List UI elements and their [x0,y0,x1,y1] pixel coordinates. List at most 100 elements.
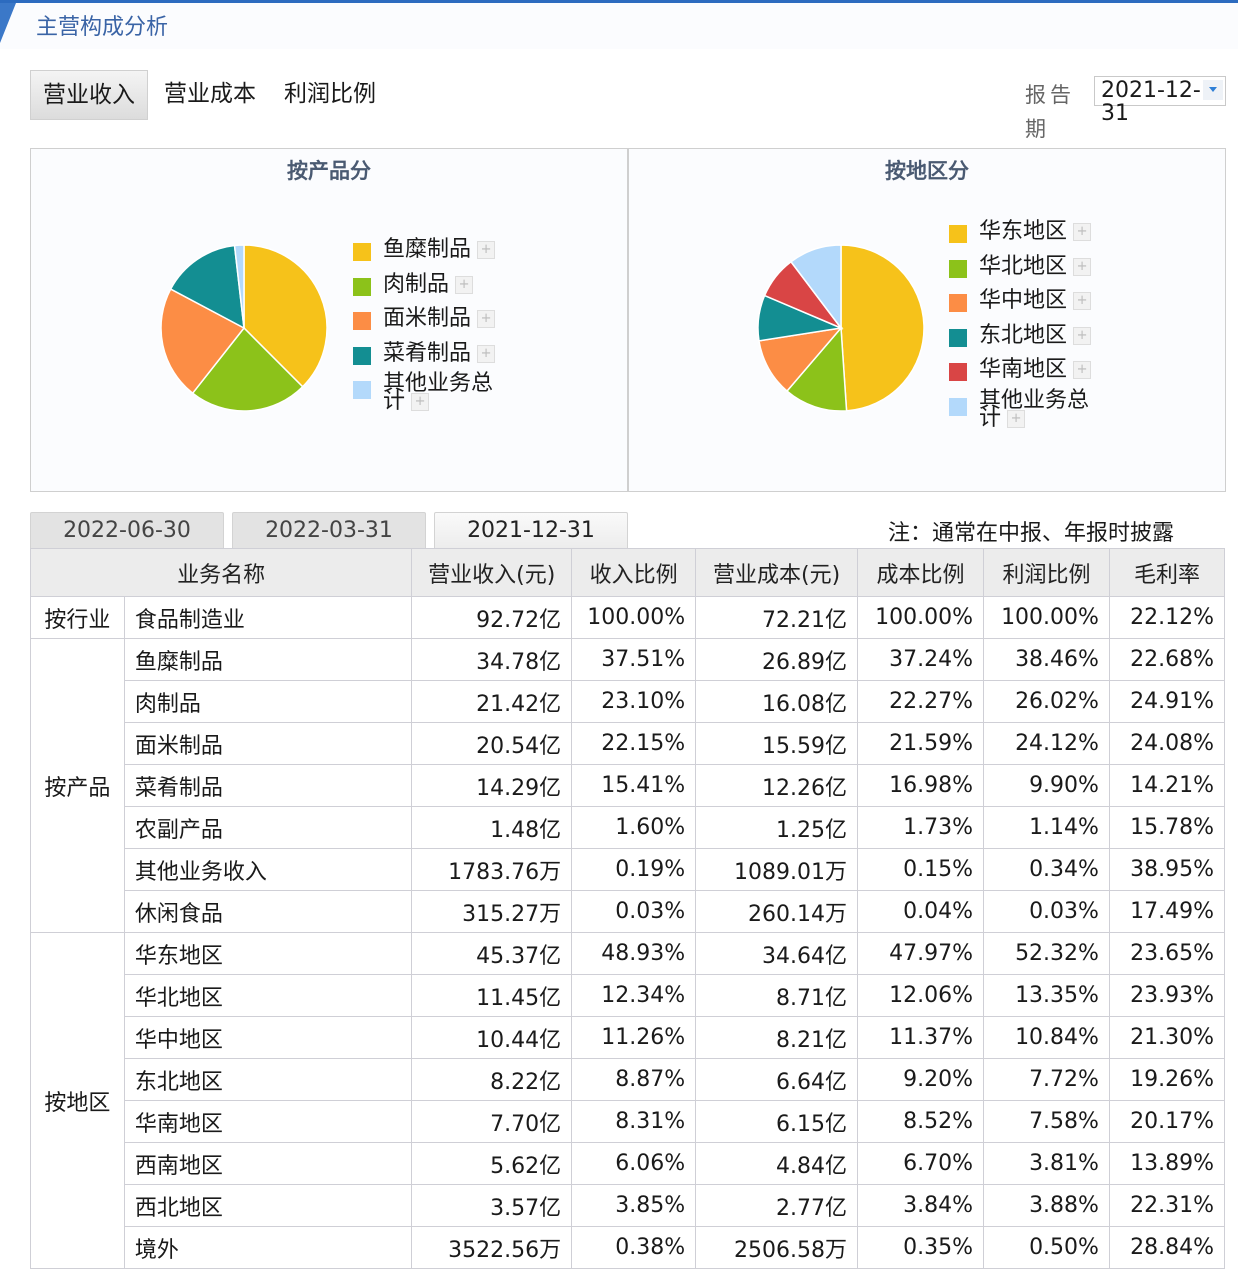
expand-plus-icon[interactable]: + [1073,292,1092,310]
legend-item[interactable]: 其他业务总计 + [353,373,513,413]
value-cell: 6.64亿 [695,1058,859,1101]
legend-item[interactable]: 东北地区 + [949,323,1109,358]
value-cell: 92.72亿 [411,596,573,639]
value-cell: 1.14% [982,806,1110,849]
value-cell: 23.93% [1108,974,1226,1017]
legend-label: 东北地区 + [979,323,1092,349]
legend-item[interactable]: 华北地区 + [949,254,1109,289]
value-cell: 38.95% [1108,848,1226,891]
pie-slice[interactable] [785,326,848,412]
tab-2021-12-31[interactable]: 2021-12-31 [434,512,628,549]
legend-item[interactable]: 鱼糜制品 + [353,237,513,272]
tab-profit-ratio[interactable]: 利润比例 [284,81,376,107]
pie-slice[interactable] [789,244,842,331]
disclosure-note: 注：通常在中报、年报时披露 [888,521,1175,546]
value-cell: 315.27万 [411,890,573,933]
tab-cost[interactable]: 营业成本 [164,81,256,107]
value-cell: 10.84% [982,1016,1110,1059]
value-cell: 48.93% [571,932,697,975]
legend-item[interactable]: 其他业务总计 + [949,389,1109,429]
legend-item[interactable]: 华中地区 + [949,288,1109,323]
region-chart-panel: 按地区分 华东地区 + 华北地区 + 华中地区 + 东北地区 + 华南地区 + 其他业务总计 + [627,149,1225,491]
legend-item[interactable]: 华南地区 + [949,357,1109,392]
col-gross-margin: 毛利率 [1108,548,1226,597]
value-cell: 14.29亿 [411,764,573,807]
legend-item[interactable]: 面米制品 + [353,306,513,341]
tab-revenue[interactable]: 营业收入 [30,70,148,120]
pie-slice[interactable] [243,244,328,388]
legend-label: 面米制品 + [383,306,496,332]
section-title: 主营构成分析 [36,15,169,40]
value-cell: 0.34% [982,848,1110,891]
expand-plus-icon[interactable]: + [1073,257,1092,276]
chevron-down-icon[interactable] [1203,80,1223,100]
value-cell: 3.81% [982,1142,1110,1185]
value-cell: 38.46% [982,638,1110,681]
pie-slice[interactable] [160,288,246,395]
value-cell: 8.21亿 [695,1016,859,1059]
tab-2022-03-31[interactable]: 2022-03-31 [232,512,426,549]
expand-plus-icon[interactable]: + [477,241,496,259]
business-name-cell: 华中地区 [123,1016,413,1059]
table-row: 华南地区 7.70亿 8.31% 6.15亿 8.52% 7.58% 20.17% [31,1100,1226,1143]
legend-label: 华东地区 + [979,219,1092,245]
value-cell: 2506.58万 [695,1226,859,1269]
expand-plus-icon[interactable]: + [1073,223,1092,241]
expand-plus-icon[interactable]: + [477,310,496,328]
value-cell: 20.54亿 [411,722,573,765]
value-cell: 6.70% [857,1142,984,1185]
expand-plus-icon[interactable]: + [1073,326,1092,345]
legend-label: 华南地区 + [979,357,1092,383]
pie-slice[interactable] [840,244,925,412]
legend-swatch [949,259,967,278]
charts-container: 按产品分 鱼糜制品 + 肉制品 + 面米制品 + 菜肴制品 + 其他业务总计 + 按地区分 华东地… [30,148,1226,492]
value-cell: 8.71亿 [695,974,859,1017]
expand-plus-icon[interactable]: + [455,275,474,294]
value-cell: 12.06% [857,974,984,1017]
legend-item[interactable]: 华东地区 + [949,219,1109,254]
business-name-cell: 西南地区 [123,1142,413,1185]
value-cell: 13.35% [982,974,1110,1017]
expand-plus-icon[interactable]: + [1073,361,1092,379]
value-cell: 24.91% [1108,680,1226,723]
legend-label: 肉制品 + [383,272,474,298]
value-cell: 21.30% [1108,1016,1226,1059]
expand-plus-icon[interactable]: + [477,344,496,363]
value-cell: 23.65% [1108,932,1226,975]
table-row: 按地区 华东地区 45.37亿 48.93% 34.64亿 47.97% 52.32% 23.… [30,932,1226,1269]
value-cell: 0.03% [571,890,697,933]
expand-plus-icon[interactable]: + [1007,409,1026,428]
table-row: 西南地区 5.62亿 6.06% 4.84亿 6.70% 3.81% 13.89% [31,1142,1226,1185]
value-cell: 37.24% [857,638,984,681]
value-cell: 8.22亿 [411,1058,573,1101]
region-pie-chart[interactable] [756,243,926,413]
value-cell: 2.77亿 [695,1184,859,1227]
value-cell: 100.00% [982,596,1110,639]
value-cell: 1.60% [571,806,697,849]
legend-label: 鱼糜制品 + [383,237,496,263]
business-name-cell: 肉制品 [123,680,413,723]
value-cell: 0.04% [857,890,984,933]
value-cell: 72.21亿 [695,596,859,639]
legend-item[interactable]: 肉制品 + [353,272,513,307]
report-period-select[interactable]: 2021-12- 31 [1094,76,1226,125]
pie-slice[interactable] [233,244,245,329]
pie-slice[interactable] [169,244,245,330]
table-row: 按产品 鱼糜制品 34.78亿 37.51% 26.89亿 37.24% 38.46% 22.… [30,638,1226,933]
tab-2022-06-30[interactable]: 2022-06-30 [30,512,224,549]
value-cell: 3.85% [571,1184,697,1227]
value-cell: 12.34% [571,974,697,1017]
expand-plus-icon[interactable]: + [411,393,430,411]
report-period-value-wrap: 31 [1101,101,1129,126]
pie-slice[interactable] [191,326,304,412]
value-cell: 10.44亿 [411,1016,573,1059]
legend-swatch [949,225,967,243]
value-cell: 7.72% [982,1058,1110,1101]
table-row: 菜肴制品 14.29亿 15.41% 12.26亿 16.98% 9.90% 14.21% [31,764,1226,807]
value-cell: 24.08% [1108,722,1226,765]
value-cell: 28.84% [1108,1226,1226,1269]
legend-item[interactable]: 菜肴制品 + [353,341,513,376]
value-cell: 19.26% [1108,1058,1226,1101]
product-pie-chart[interactable] [159,243,329,413]
value-cell: 0.19% [571,848,697,891]
